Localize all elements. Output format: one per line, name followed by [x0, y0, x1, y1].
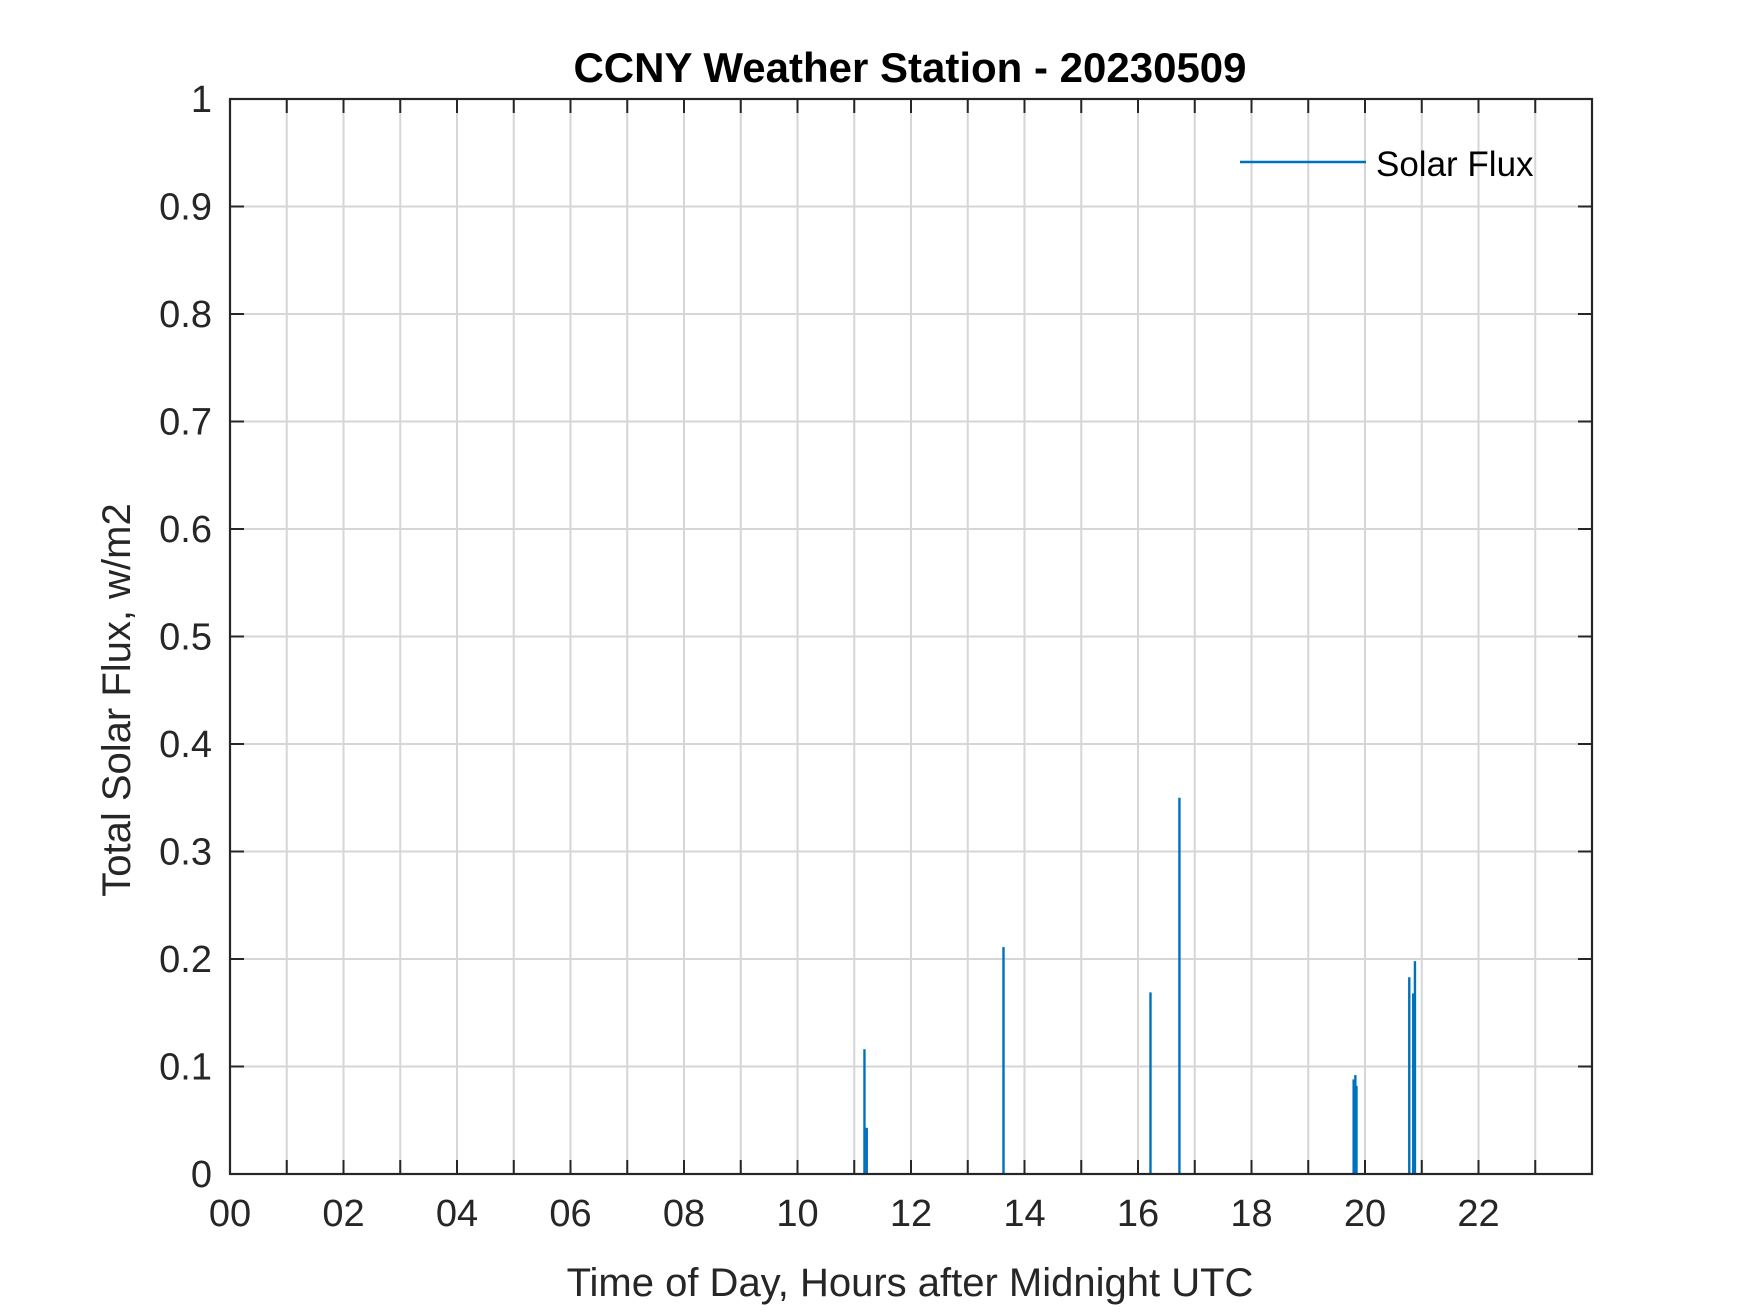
- x-tick-label: 18: [1230, 1193, 1272, 1235]
- axes-box: [228, 97, 1594, 1176]
- x-tick-label: 20: [1344, 1193, 1386, 1235]
- x-axis-label: Time of Day, Hours after Midnight UTC: [567, 1261, 1254, 1305]
- x-tick-label: 06: [549, 1193, 591, 1235]
- x-tick-label: 04: [436, 1193, 478, 1235]
- legend-label-solar-flux: Solar Flux: [1376, 145, 1534, 184]
- legend: Solar Flux: [1240, 145, 1534, 184]
- y-tick-label: 0.2: [159, 939, 212, 981]
- x-tick-label: 00: [209, 1193, 251, 1235]
- y-tick-label: 0.5: [159, 617, 212, 659]
- x-tick-label: 02: [322, 1193, 364, 1235]
- y-tick-label: 0.4: [159, 724, 212, 766]
- y-tick-label: 1: [191, 79, 212, 121]
- y-tick-label: 0.8: [159, 294, 212, 336]
- y-axis-label: Total Solar Flux, w/m2: [95, 503, 139, 896]
- grid-lines: [230, 99, 1592, 1174]
- y-tick-label: 0.3: [159, 832, 212, 874]
- x-tick-label: 14: [1003, 1193, 1045, 1235]
- x-tick-label: 10: [776, 1193, 818, 1235]
- x-tick-label: 22: [1457, 1193, 1499, 1235]
- y-tick-labels: 0 0.1 0.2 0.3 0.4 0.5 0.6 0.7 0.8 0.9 1: [159, 79, 212, 1196]
- y-tick-label: 0.7: [159, 402, 212, 444]
- tick-marks: [230, 98, 1592, 1175]
- chart-title: CCNY Weather Station - 20230509: [573, 44, 1246, 91]
- x-tick-label: 12: [890, 1193, 932, 1235]
- series-solar-flux: [863, 797, 1417, 1174]
- y-tick-label: 0: [191, 1154, 212, 1196]
- x-tick-label: 08: [663, 1193, 705, 1235]
- x-tick-label: 16: [1117, 1193, 1159, 1235]
- x-tick-labels: 00 02 04 06 08 10 12 14 16 18 20 22: [209, 1193, 1500, 1235]
- y-tick-label: 0.6: [159, 509, 212, 551]
- y-tick-label: 0.1: [159, 1047, 212, 1089]
- y-tick-label: 0.9: [159, 187, 212, 229]
